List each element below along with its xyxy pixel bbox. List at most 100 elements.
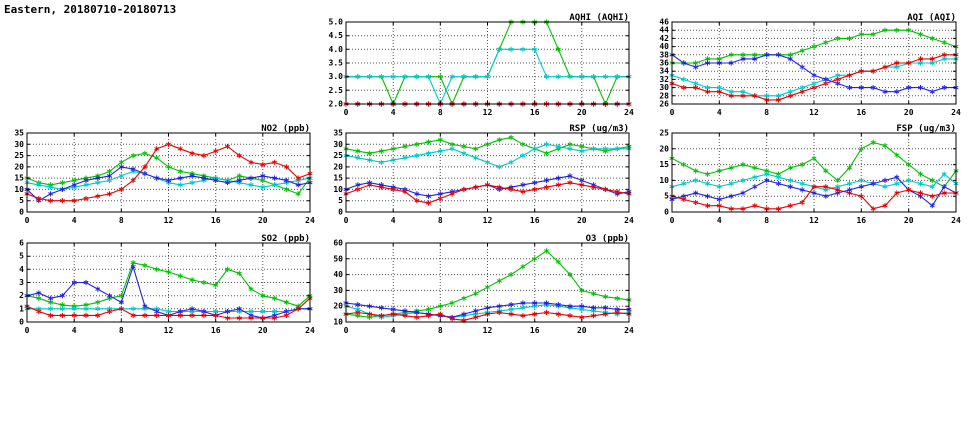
x-tick-label: 20 [904, 216, 914, 225]
x-tick-label: 0 [344, 216, 349, 225]
x-tick-label: 8 [438, 216, 443, 225]
x-tick-label: 16 [856, 108, 866, 117]
y-tick-label: 3.5 [329, 59, 344, 68]
y-tick-label: 10 [659, 176, 669, 185]
y-tick-label: 10 [333, 318, 343, 327]
y-tick-label: 25 [14, 151, 24, 160]
x-tick-label: 4 [717, 216, 722, 225]
x-tick-label: 0 [670, 108, 675, 117]
y-tick-label: 30 [14, 140, 24, 149]
y-tick-label: 36 [659, 59, 669, 68]
y-tick-label: 15 [659, 160, 669, 169]
y-tick-label: 20 [14, 162, 24, 171]
y-tick-label: 10 [333, 185, 343, 194]
y-tick-label: 0 [19, 208, 24, 217]
chart-title-o3: O3 (ppb) [586, 234, 629, 244]
chart-title-aqi: AQI (AQI) [907, 13, 956, 23]
x-tick-label: 12 [483, 326, 493, 335]
x-tick-label: 4 [391, 108, 396, 117]
y-tick-label: 3.0 [329, 72, 344, 81]
y-tick-label: 5 [338, 196, 343, 205]
x-tick-label: 8 [119, 216, 124, 225]
x-tick-label: 24 [624, 216, 634, 225]
chart-title-no2: NO2 (ppb) [261, 124, 310, 134]
y-tick-label: 0 [19, 318, 24, 327]
y-tick-label: 4.0 [329, 45, 344, 54]
x-tick-label: 20 [577, 108, 587, 117]
y-tick-label: 0 [664, 208, 669, 217]
chart-rsp: 0 4 8 12 16 20 24 0 5 10 15 20 25 30 35 RSP (ug/m3) [320, 123, 637, 230]
x-tick-label: 8 [438, 326, 443, 335]
y-tick-label: 46 [659, 18, 669, 27]
y-tick-label: 25 [333, 151, 343, 160]
x-tick-label: 0 [25, 216, 30, 225]
y-tick-label: 4 [19, 265, 24, 274]
chart-title-so2: SO2 (ppb) [261, 234, 310, 244]
y-tick-label: 50 [333, 254, 343, 263]
y-tick-label: 5 [19, 196, 24, 205]
y-tick-label: 35 [14, 129, 24, 138]
x-tick-label: 16 [211, 216, 221, 225]
y-tick-label: 5 [664, 192, 669, 201]
y-tick-label: 42 [659, 34, 669, 43]
x-tick-label: 24 [951, 108, 961, 117]
chart-canvas-fsp: 0 4 8 12 16 20 24 0 5 10 15 20 25 FSP (ug/m3) [659, 124, 961, 225]
x-tick-label: 16 [856, 216, 866, 225]
x-tick-label: 24 [624, 108, 634, 117]
x-tick-label: 0 [344, 108, 349, 117]
x-tick-label: 4 [72, 216, 77, 225]
chart-aqhi: 0 4 8 12 16 20 24 2.0 2.5 3.0 3.5 4.0 4.5 5.0 AQHI (AQ… [320, 12, 637, 122]
y-tick-label: 15 [333, 174, 343, 183]
y-tick-label: 30 [659, 83, 669, 92]
chart-no2: 0 4 8 12 16 20 24 0 5 10 15 20 25 30 35 NO2 (ppb) [1, 123, 318, 230]
y-tick-label: 20 [333, 162, 343, 171]
y-tick-label: 40 [659, 42, 669, 51]
x-tick-label: 12 [483, 108, 493, 117]
y-tick-label: 20 [659, 144, 669, 153]
y-tick-label: 2.0 [329, 100, 344, 109]
chart-title-rsp: RSP (ug/m3) [569, 124, 629, 134]
y-tick-label: 60 [333, 239, 343, 248]
y-tick-label: 25 [659, 129, 669, 138]
y-tick-label: 1 [19, 304, 24, 313]
x-tick-label: 12 [809, 216, 819, 225]
chart-canvas-o3: 0 4 8 12 16 20 24 10 20 30 40 50 60 O3 (ppb) [333, 234, 634, 335]
y-tick-label: 2.5 [329, 86, 344, 95]
x-tick-label: 24 [951, 216, 961, 225]
x-tick-label: 4 [72, 326, 77, 335]
x-tick-label: 20 [577, 216, 587, 225]
y-tick-label: 0 [338, 208, 343, 217]
x-tick-label: 16 [530, 216, 540, 225]
y-tick-label: 20 [333, 302, 343, 311]
x-tick-label: 4 [391, 326, 396, 335]
y-tick-label: 15 [14, 174, 24, 183]
x-tick-label: 8 [119, 326, 124, 335]
y-tick-label: 30 [333, 286, 343, 295]
y-tick-label: 35 [333, 129, 343, 138]
x-tick-label: 8 [438, 108, 443, 117]
x-tick-label: 12 [164, 326, 174, 335]
x-tick-label: 0 [25, 326, 30, 335]
y-tick-label: 2 [19, 291, 24, 300]
y-tick-label: 32 [659, 75, 669, 84]
x-tick-label: 24 [305, 326, 315, 335]
y-tick-label: 5.0 [329, 18, 344, 27]
x-tick-label: 4 [391, 216, 396, 225]
chart-canvas-no2: 0 4 8 12 16 20 24 0 5 10 15 20 25 30 35 NO2 (ppb) [14, 124, 315, 225]
chart-so2: 0 4 8 12 16 20 24 0 1 2 3 4 5 6 SO2 (ppb) [1, 233, 318, 340]
x-tick-label: 4 [717, 108, 722, 117]
x-tick-label: 12 [809, 108, 819, 117]
y-tick-label: 44 [659, 26, 669, 35]
chart-fsp: 0 4 8 12 16 20 24 0 5 10 15 20 25 FSP (ug/m3) [646, 123, 964, 230]
chart-canvas-aqhi: 0 4 8 12 16 20 24 2.0 2.5 3.0 3.5 4.0 4.5 5.0 AQHI (AQ… [329, 13, 634, 117]
y-tick-label: 5 [19, 252, 24, 261]
x-tick-label: 8 [764, 108, 769, 117]
y-tick-label: 40 [333, 270, 343, 279]
x-tick-label: 20 [904, 108, 914, 117]
y-tick-label: 3 [19, 278, 24, 287]
x-tick-label: 16 [530, 108, 540, 117]
x-tick-label: 24 [305, 216, 315, 225]
x-tick-label: 0 [670, 216, 675, 225]
y-tick-label: 4.5 [329, 31, 344, 40]
